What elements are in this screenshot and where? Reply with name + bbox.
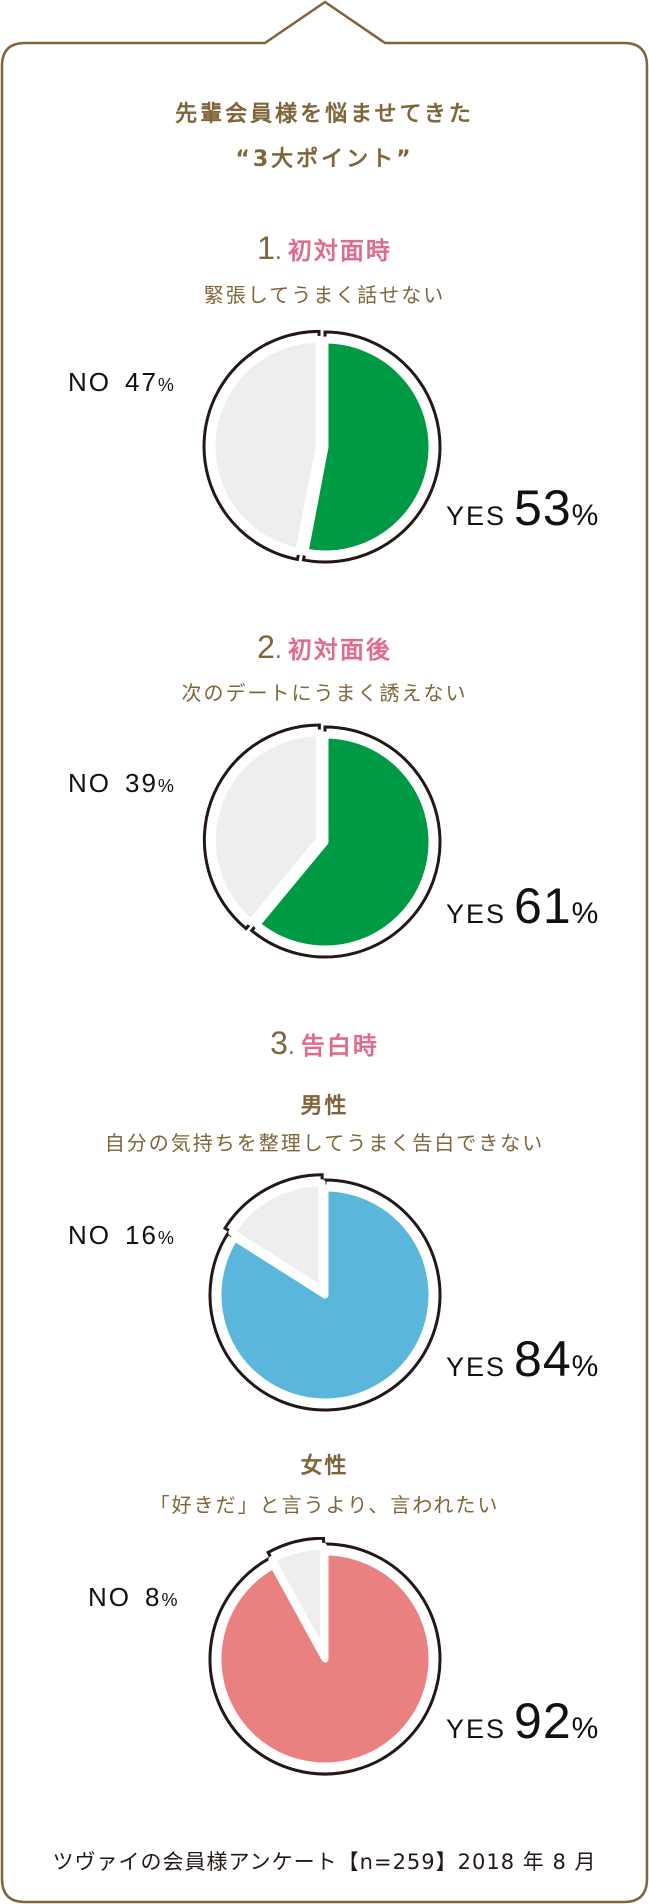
title-line-2: “3大ポイント” — [235, 147, 414, 172]
section-title: 告白時 — [300, 1032, 379, 1060]
section-number: 3 — [270, 1025, 288, 1061]
no-label-3: NO 16% — [68, 1220, 174, 1250]
section-number: 1 — [257, 230, 275, 266]
no-slice — [202, 329, 323, 562]
yes-label-4: YES 92% — [446, 1693, 599, 1749]
yes-slice — [208, 1542, 442, 1776]
female-subtitle: 「好きだ」と言うより、言われたい — [149, 1493, 500, 1517]
section-3-heading: 3. 告白時 — [270, 1025, 379, 1061]
male-subtitle: 自分の気持ちを整理してうまく告白できない — [104, 1131, 545, 1155]
gender-male-label: 男性 — [300, 1094, 349, 1119]
pie-chart-2 — [202, 723, 442, 959]
yes-slice — [208, 1178, 442, 1412]
no-slice — [266, 1537, 328, 1657]
section-1-heading: 1. 初対面時 — [257, 230, 392, 266]
yes-label-2: YES 61% — [446, 878, 599, 934]
pie-chart-1 — [202, 329, 442, 564]
pie-chart-3-male — [208, 1173, 442, 1412]
section-2-heading: 2. 初対面後 — [257, 629, 392, 665]
gender-female-label: 女性 — [300, 1454, 349, 1479]
no-slice — [222, 1173, 326, 1294]
section-title: 初対面時 — [287, 237, 392, 265]
yes-label-3: YES 84% — [446, 1331, 599, 1387]
survey-source-footer: ツヴァイの会員様アンケート【n=259】2018 年 8 月 — [52, 1850, 597, 1874]
no-slice — [202, 723, 323, 931]
section-1-subtitle: 緊張してうまく話せない — [203, 283, 446, 307]
no-label-4: NO 8% — [88, 1582, 178, 1612]
section-title: 初対面後 — [287, 636, 392, 664]
yes-slice — [249, 725, 442, 959]
section-number: 2 — [257, 629, 275, 665]
yes-label-1: YES 53% — [446, 480, 599, 536]
pie-chart-3-female — [208, 1537, 442, 1776]
section-2-subtitle: 次のデートにうまく誘えない — [181, 681, 468, 705]
no-label-1: NO 47% — [68, 367, 174, 397]
title-line-1: 先輩会員様を悩ませてきた — [175, 102, 474, 127]
yes-slice — [301, 330, 442, 564]
no-label-2: NO 39% — [68, 768, 174, 798]
